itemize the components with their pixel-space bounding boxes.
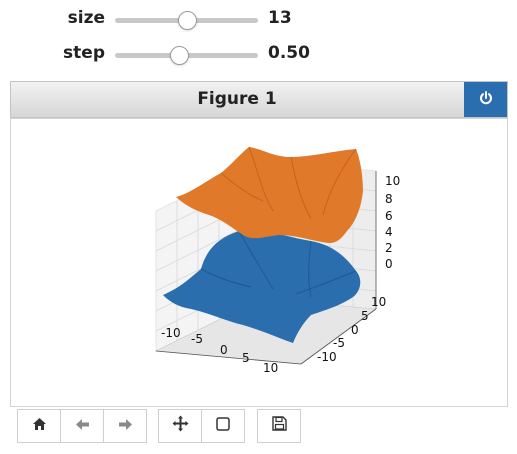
- size-slider-handle[interactable]: [177, 11, 197, 30]
- home-button[interactable]: [17, 409, 61, 443]
- home-icon: [32, 416, 47, 436]
- z-tick-label: 0: [385, 257, 393, 271]
- step-slider-handle[interactable]: [170, 46, 190, 65]
- navigation-group: [17, 409, 147, 443]
- forward-arrow-icon: [118, 416, 133, 436]
- step-label: step: [63, 43, 105, 63]
- back-button[interactable]: [60, 409, 104, 443]
- upper-surface: [176, 147, 363, 243]
- y-tick-label: -5: [333, 336, 345, 350]
- lower-surface: [163, 230, 361, 343]
- save-icon: [271, 416, 287, 436]
- x-tick-label: 0: [220, 343, 228, 357]
- y-tick-label: 10: [371, 295, 386, 309]
- forward-button[interactable]: [103, 409, 147, 443]
- z-tick-label: 6: [385, 209, 393, 223]
- y-axis-ticks: 10 5 0 -5 -10: [317, 295, 386, 364]
- back-arrow-icon: [75, 416, 90, 436]
- z-tick-label: 10: [385, 174, 400, 188]
- size-slider-row: size 13: [0, 4, 517, 34]
- figure-title: Figure 1: [197, 89, 277, 109]
- zoom-rect-icon: [216, 416, 230, 436]
- size-label: size: [67, 8, 105, 28]
- size-value: 13: [268, 8, 292, 28]
- x-tick-label: -5: [191, 332, 203, 346]
- interaction-group: [158, 409, 245, 443]
- zoom-rect-button[interactable]: [201, 409, 245, 443]
- surface-plot: 10 8 6 4 2 0 -10 -5 0 5 10 10 5 0 -5 -10: [154, 146, 400, 375]
- y-tick-label: 0: [351, 323, 359, 337]
- y-tick-label: -10: [317, 350, 337, 364]
- x-axis-ticks: -10 -5 0 5 10: [161, 326, 278, 375]
- pan-button[interactable]: [158, 409, 202, 443]
- y-tick-label: 5: [361, 309, 369, 323]
- z-tick-label: 8: [385, 192, 393, 206]
- x-tick-label: 10: [263, 361, 278, 375]
- close-figure-button[interactable]: [464, 82, 507, 117]
- x-tick-label: -10: [161, 326, 181, 340]
- z-axis-ticks: 10 8 6 4 2 0: [385, 174, 400, 271]
- save-button[interactable]: [257, 409, 301, 443]
- size-slider[interactable]: [115, 11, 258, 30]
- x-tick-label: 5: [242, 351, 250, 365]
- figure-header: Figure 1: [10, 81, 508, 118]
- step-slider[interactable]: [115, 46, 258, 65]
- power-icon: [479, 90, 493, 109]
- figure-canvas[interactable]: 10 8 6 4 2 0 -10 -5 0 5 10 10 5 0 -5 -10: [10, 118, 508, 407]
- z-tick-label: 2: [385, 241, 393, 255]
- move-icon: [172, 415, 189, 437]
- step-slider-row: step 0.50: [0, 39, 517, 69]
- save-group: [257, 409, 301, 443]
- z-tick-label: 4: [385, 225, 393, 239]
- step-value: 0.50: [268, 43, 310, 63]
